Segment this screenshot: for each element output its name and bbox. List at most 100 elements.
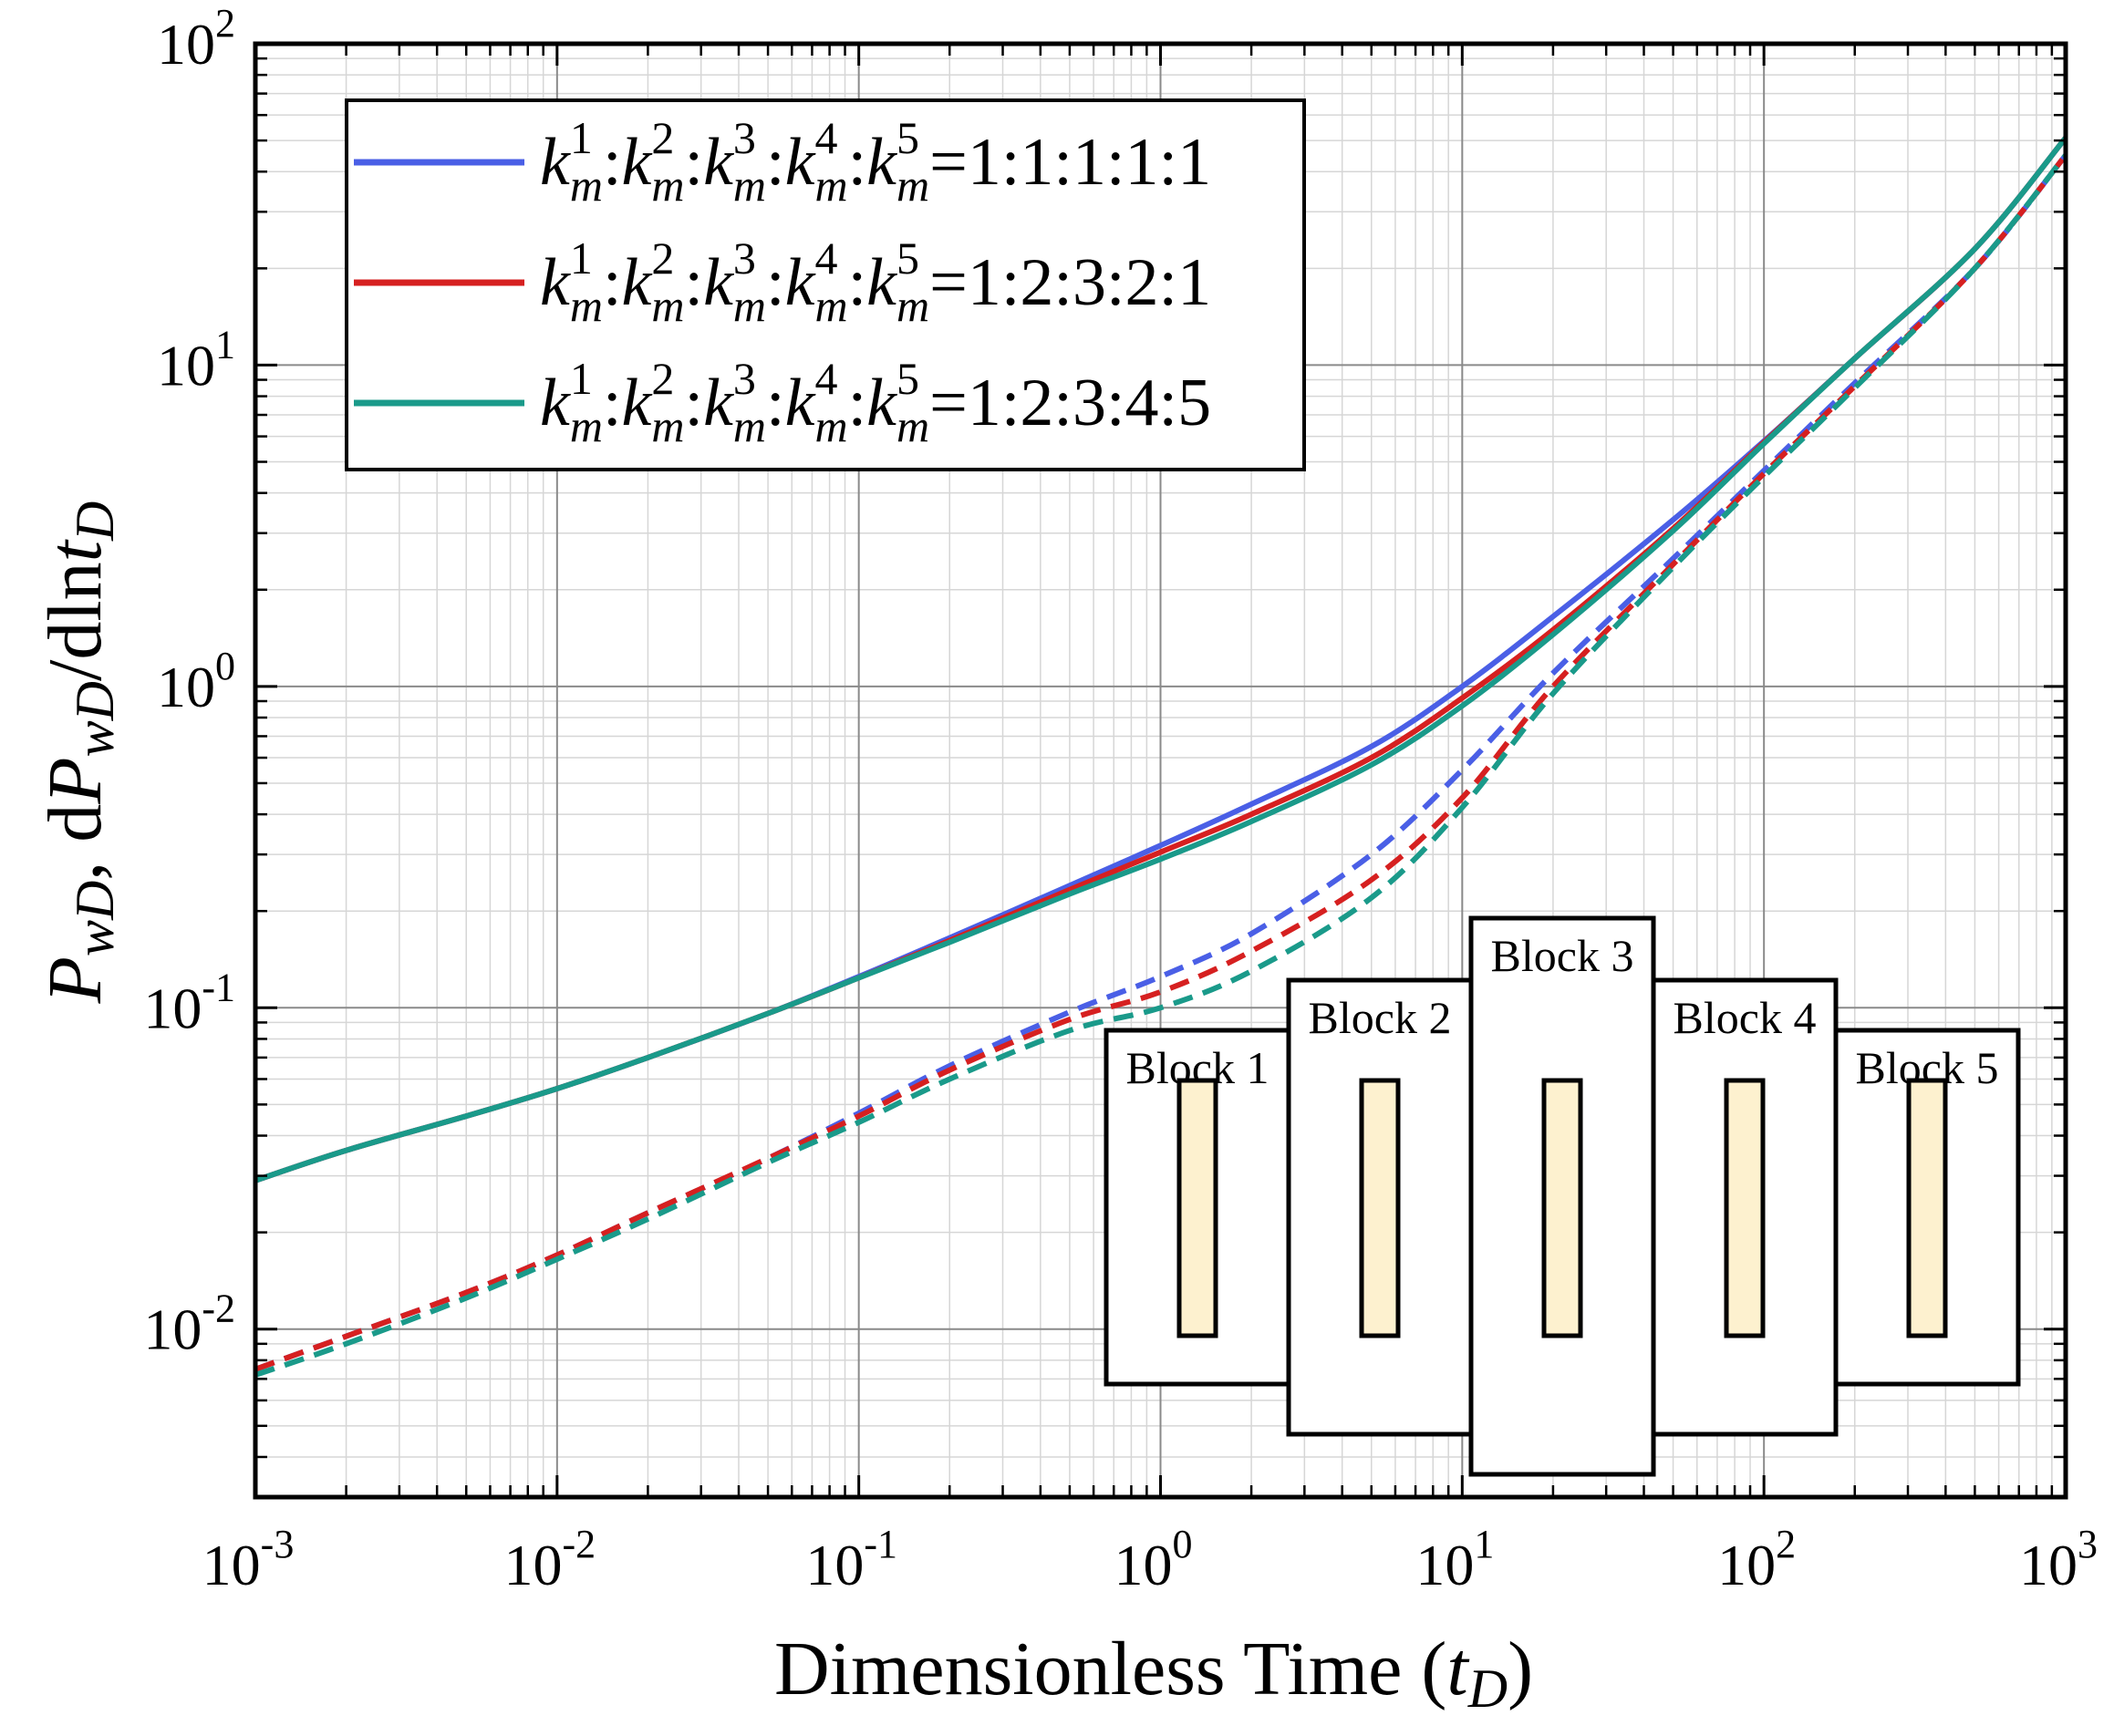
y-axis-label-t: t [33,538,118,562]
legend-sub: m [651,400,684,451]
inset-block-5: Block 5 [1833,1028,2021,1387]
x-tick-label: 100 [1114,1522,1193,1597]
x-tick-base: 10 [504,1533,563,1597]
legend-sub: m [896,280,929,331]
x-tick-exponent: 2 [1776,1522,1796,1566]
legend-sup: 3 [733,232,756,284]
legend-text: =1:2:3:2:1 [929,245,1211,320]
x-tick-exponent: 0 [1173,1522,1193,1566]
legend-text: : [685,245,704,320]
x-tick-exponent: -3 [261,1522,295,1566]
x-tick-label: 10-2 [504,1522,596,1597]
inset-diagram: Block 1 Block 5 Block 2 Block 4 Block 3 [1104,915,2021,1477]
x-tick-label: 102 [1717,1522,1796,1597]
y-tick-exponent: 1 [215,322,235,367]
y-tick-label: 10-1 [143,965,235,1040]
legend-sub: m [570,400,603,451]
legend: k1 m:k2 m:k3 m:k4 m:k5 m=1:1:1:1:1k1 m:k2 m:k3 m… [345,98,1306,471]
legend-k: k [703,245,734,320]
y-tick-base: 10 [143,976,202,1040]
fracture-rect [1906,1078,1948,1338]
x-tick-labels: 10-3 10-2 10-1 100 101 102 103 [202,1522,2098,1597]
legend-sub: m [651,280,684,331]
legend-label-2: k1 m:k2 m:k3 m:k4 m:k5 m=1:2:3:2:1 [540,232,1211,331]
legend-sub: m [733,160,766,211]
x-axis-label: Dimensionless Time (tD) [774,1627,1533,1719]
y-tick-base: 10 [157,12,215,77]
legend-sup: 4 [814,112,837,163]
legend-k: k [785,366,816,440]
y-tick-label: 100 [157,644,235,719]
x-tick-label: 101 [1415,1522,1494,1597]
legend-sup: 1 [570,232,593,284]
legend-text: : [603,245,622,320]
x-tick-base: 10 [1717,1533,1776,1597]
x-tick-base: 10 [805,1533,864,1597]
legend-text: : [603,366,622,440]
y-axis-label-tail: /dln [33,562,118,681]
y-axis-label-p1: P [33,956,118,1004]
legend-text: : [685,366,704,440]
legend-sup: 2 [651,112,674,163]
x-tick-exponent: -1 [864,1522,897,1566]
legend-sub: m [896,160,929,211]
legend-sub: m [733,280,766,331]
legend-sub: m [814,160,847,211]
y-tick-exponent: -2 [202,1286,235,1331]
legend-sup: 3 [733,353,756,404]
legend-sup: 2 [651,353,674,404]
inset-block-1: Block 1 [1104,1028,1291,1387]
block-label: Block 3 [1491,930,1634,981]
legend-sup: 1 [570,353,593,404]
legend-text: : [848,366,867,440]
legend-text: : [848,125,867,200]
legend-text: : [685,125,704,200]
x-axis-label-sub: D [1467,1658,1508,1719]
x-tick-base: 10 [202,1533,261,1597]
legend-sub: m [651,160,684,211]
y-axis-label-t-sub: D [65,501,125,542]
y-axis-label-p2: P [33,757,118,804]
y-tick-label: 10-2 [143,1286,235,1362]
legend-sup: 5 [896,353,919,404]
block-label: Block 2 [1309,992,1452,1043]
legend-k: k [703,125,734,200]
plot-frame [253,41,2068,1500]
series-layer [254,136,2068,1378]
y-tick-base: 10 [143,1297,202,1362]
legend-text: : [603,125,622,200]
x-tick-base: 10 [1114,1533,1173,1597]
x-tick-label: 103 [2019,1522,2098,1597]
x-tick-base: 10 [1415,1533,1474,1597]
inset-block-3: Block 3 [1468,915,1656,1477]
legend-k: k [866,125,897,200]
legend-k: k [622,245,653,320]
y-axis-label: PwD, dPwD/dlntD [33,501,125,1005]
legend-text: : [766,125,785,200]
x-tick-label: 10-1 [805,1522,897,1597]
legend-sub: m [570,280,603,331]
y-axis-label-p1-sub: wD [65,881,125,956]
y-axis-label-p2-sub: wD [65,681,125,757]
legend-text: : [848,245,867,320]
fracture-rect [1176,1078,1218,1338]
legend-text: : [766,245,785,320]
legend-sup: 5 [896,232,919,284]
legend-sub: m [570,160,603,211]
y-tick-base: 10 [157,333,215,398]
x-tick-label: 10-3 [202,1522,295,1597]
fracture-rect [1541,1078,1583,1338]
pressure-curve-3 [254,136,2068,1183]
y-tick-label: 102 [157,1,235,77]
legend-label-1: k1 m:k2 m:k3 m:k4 m:k5 m=1:1:1:1:1 [540,112,1211,211]
legend-k: k [622,125,653,200]
x-tick-exponent: 3 [2078,1522,2098,1566]
legend-k: k [540,125,571,200]
legend-k: k [622,366,653,440]
legend-k: k [540,366,571,440]
legend-sup: 4 [814,353,837,404]
x-tick-exponent: 1 [1474,1522,1494,1566]
legend-sup: 2 [651,232,674,284]
